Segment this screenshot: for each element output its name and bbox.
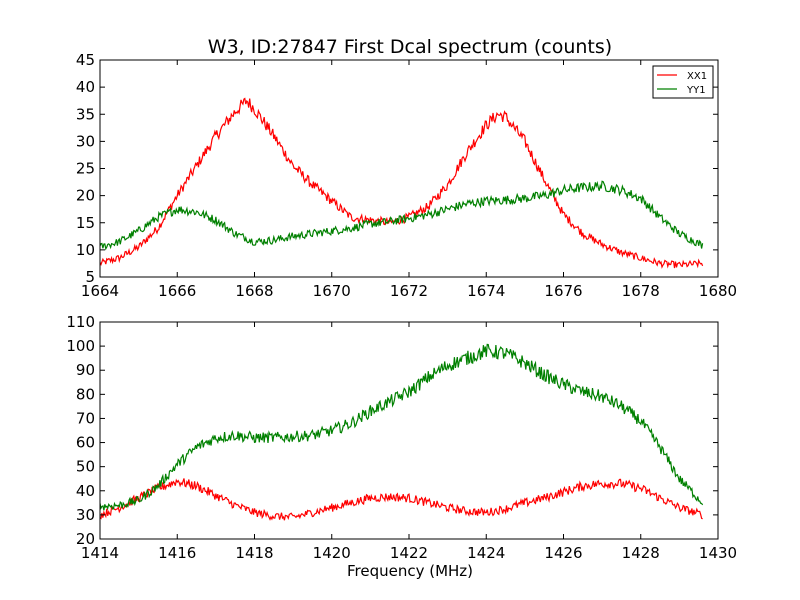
top-y-tick-label: 30 (76, 132, 95, 150)
top-x-tick-label: 1666 (158, 282, 196, 300)
bottom-x-tick-label: 1430 (699, 544, 737, 562)
top-y-tick-label: 5 (85, 268, 95, 286)
bottom-y-tick-label: 20 (76, 530, 95, 548)
top-y-tick-label: 45 (76, 51, 95, 69)
bottom-y-tick-label: 90 (76, 361, 95, 379)
bottom-x-tick-label: 1428 (622, 544, 660, 562)
top-x-tick-label: 1680 (699, 282, 737, 300)
bottom-y-tick-label: 110 (66, 313, 95, 331)
bottom-x-tick-label: 1422 (390, 544, 428, 562)
top-x-tick-label: 1674 (467, 282, 505, 300)
bottom-y-tick-label: 50 (76, 458, 95, 476)
top-x-tick-label: 1664 (81, 282, 119, 300)
top-chart: 1664 1666 1668 1670 1672 1674 1676 1678 1680 5 10 1… (76, 51, 737, 300)
chart-title: W3, ID:27847 First Dcal spectrum (counts… (208, 36, 612, 58)
bottom-chart: 1414 1416 1418 1420 1422 1424 1426 1428 1430 20 30… (66, 313, 737, 562)
top-x-tick-label: 1668 (235, 282, 273, 300)
bottom-x-tick-label: 1424 (467, 544, 505, 562)
top-y-tick-label: 20 (76, 187, 95, 205)
bottom-series-xx1-line (100, 478, 703, 521)
legend-label-xx1: XX1 (687, 71, 707, 82)
top-x-tick-label: 1670 (313, 282, 351, 300)
bottom-x-tick-label: 1418 (235, 544, 273, 562)
top-y-tick-label: 40 (76, 78, 95, 96)
legend-label-yy1: YY1 (686, 85, 706, 96)
bottom-y-tick-label: 80 (76, 385, 95, 403)
bottom-y-tick-label: 70 (76, 409, 95, 427)
bottom-x-tick-label: 1414 (81, 544, 119, 562)
legend-box (652, 65, 714, 99)
top-series-yy1-line (100, 180, 704, 251)
bottom-y-tick-label: 30 (76, 506, 95, 524)
bottom-x-tick-label: 1420 (313, 544, 351, 562)
top-series-xx1-line (100, 97, 704, 269)
top-y-tick-label: 35 (76, 105, 95, 123)
top-x-tick-label: 1676 (544, 282, 582, 300)
top-y-tick-label: 15 (76, 214, 95, 232)
top-y-tick-label: 25 (76, 160, 95, 178)
bottom-y-tick-label: 40 (76, 482, 95, 500)
bottom-series-yy1-line (100, 343, 704, 511)
bottom-x-tick-label: 1426 (544, 544, 582, 562)
bottom-y-tick-label: 60 (76, 434, 95, 452)
top-y-tick-label: 10 (76, 241, 95, 259)
top-x-tick-label: 1672 (390, 282, 428, 300)
bottom-y-tick-label: 100 (66, 337, 95, 355)
x-axis-label: Frequency (MHz) (347, 562, 473, 580)
top-x-tick-label: 1678 (622, 282, 660, 300)
bottom-x-tick-label: 1416 (158, 544, 196, 562)
